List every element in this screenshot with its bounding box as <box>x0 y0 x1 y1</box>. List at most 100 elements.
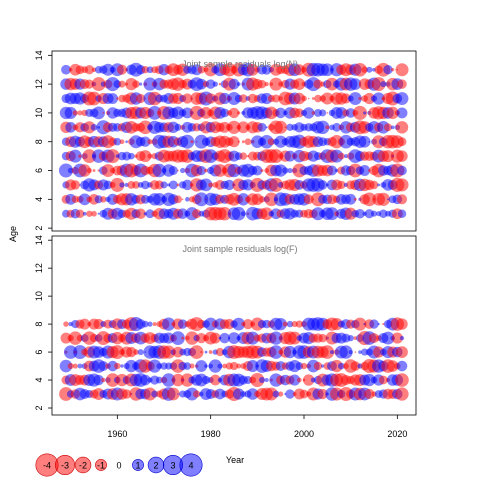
bubble <box>205 79 216 89</box>
bubble <box>252 165 263 176</box>
bubble <box>354 351 357 353</box>
bubble <box>345 193 357 205</box>
bubble <box>250 372 265 388</box>
bubble <box>337 180 346 190</box>
bubble <box>219 332 230 344</box>
y-tick-label: 8 <box>34 322 44 327</box>
bubble <box>147 153 153 159</box>
bubble <box>171 331 185 345</box>
bubble <box>68 149 82 163</box>
bubble <box>101 377 106 383</box>
bubble <box>133 349 139 355</box>
bubble <box>267 138 275 146</box>
bubble <box>107 93 119 104</box>
bubble <box>236 363 242 369</box>
bubble <box>377 183 381 187</box>
bubble <box>185 331 199 345</box>
bubble <box>119 139 125 145</box>
legend-bubble <box>132 459 144 471</box>
bubble <box>295 362 304 370</box>
bubble <box>143 77 157 91</box>
bubble <box>103 180 113 190</box>
bubble <box>113 137 122 146</box>
bubble <box>118 80 126 88</box>
bubble <box>339 345 353 359</box>
bubble <box>100 196 107 203</box>
bubble <box>294 108 304 118</box>
bubble <box>314 94 322 103</box>
bubble <box>177 319 188 329</box>
bubble <box>197 65 206 74</box>
bubble <box>258 196 266 203</box>
bubble <box>90 123 98 131</box>
bubble <box>353 197 357 201</box>
bubble <box>120 364 124 368</box>
bubble <box>227 120 241 134</box>
bubble <box>325 207 339 221</box>
bubble <box>358 350 362 354</box>
bubble <box>337 152 345 160</box>
bubble <box>72 363 78 369</box>
bubble <box>369 180 379 190</box>
bubble <box>153 193 166 206</box>
bubble <box>209 374 221 386</box>
bubble <box>136 93 146 104</box>
bubble <box>58 163 74 178</box>
bubble <box>341 333 351 343</box>
bubble <box>395 63 409 77</box>
legend-label: -3 <box>61 461 69 471</box>
bubble <box>397 165 407 176</box>
bubble <box>183 362 192 370</box>
bubble <box>174 195 182 204</box>
bubble <box>97 212 100 215</box>
bubble <box>379 209 388 218</box>
bubble <box>162 345 176 359</box>
bubble <box>236 82 241 87</box>
bubble <box>391 68 395 72</box>
bubble <box>301 95 307 102</box>
bubble <box>396 150 408 162</box>
bubble <box>395 92 409 105</box>
bubble <box>321 92 334 105</box>
legend-bubble <box>179 453 203 477</box>
bubble <box>399 335 405 341</box>
bubble <box>98 361 109 372</box>
bubble <box>148 359 162 373</box>
bubble <box>83 121 96 134</box>
bubble <box>366 66 373 73</box>
bubble <box>386 360 399 372</box>
bubble <box>391 332 403 344</box>
bubble <box>105 149 120 164</box>
panel-title: Joint sample residuals log(F) <box>182 244 297 254</box>
bubble <box>372 92 385 105</box>
bubble <box>77 110 83 116</box>
bubble <box>152 322 157 327</box>
bubble <box>383 65 393 75</box>
y-tick-label: 14 <box>34 50 44 60</box>
bubble <box>135 208 146 219</box>
bubble <box>359 165 371 176</box>
bubble <box>137 349 144 356</box>
bubble <box>60 332 72 344</box>
bubble <box>239 94 248 103</box>
bubble <box>217 363 223 369</box>
bubble <box>397 137 407 147</box>
bubble <box>168 180 178 190</box>
bubble <box>229 361 239 371</box>
bubble <box>296 377 302 383</box>
bubble <box>390 125 395 130</box>
bubble <box>222 363 228 369</box>
bubble <box>348 92 362 105</box>
bubble <box>395 373 409 387</box>
y-axis-label: Age <box>8 226 18 242</box>
bubble <box>363 111 367 115</box>
bubble <box>218 82 222 86</box>
bubble <box>180 167 186 174</box>
bubble <box>161 373 176 387</box>
bubble <box>204 317 218 331</box>
bubble <box>350 361 361 371</box>
bubble <box>176 183 180 187</box>
y-tick-label: 2 <box>34 226 44 231</box>
bubble <box>93 318 104 330</box>
bubble <box>240 211 246 217</box>
